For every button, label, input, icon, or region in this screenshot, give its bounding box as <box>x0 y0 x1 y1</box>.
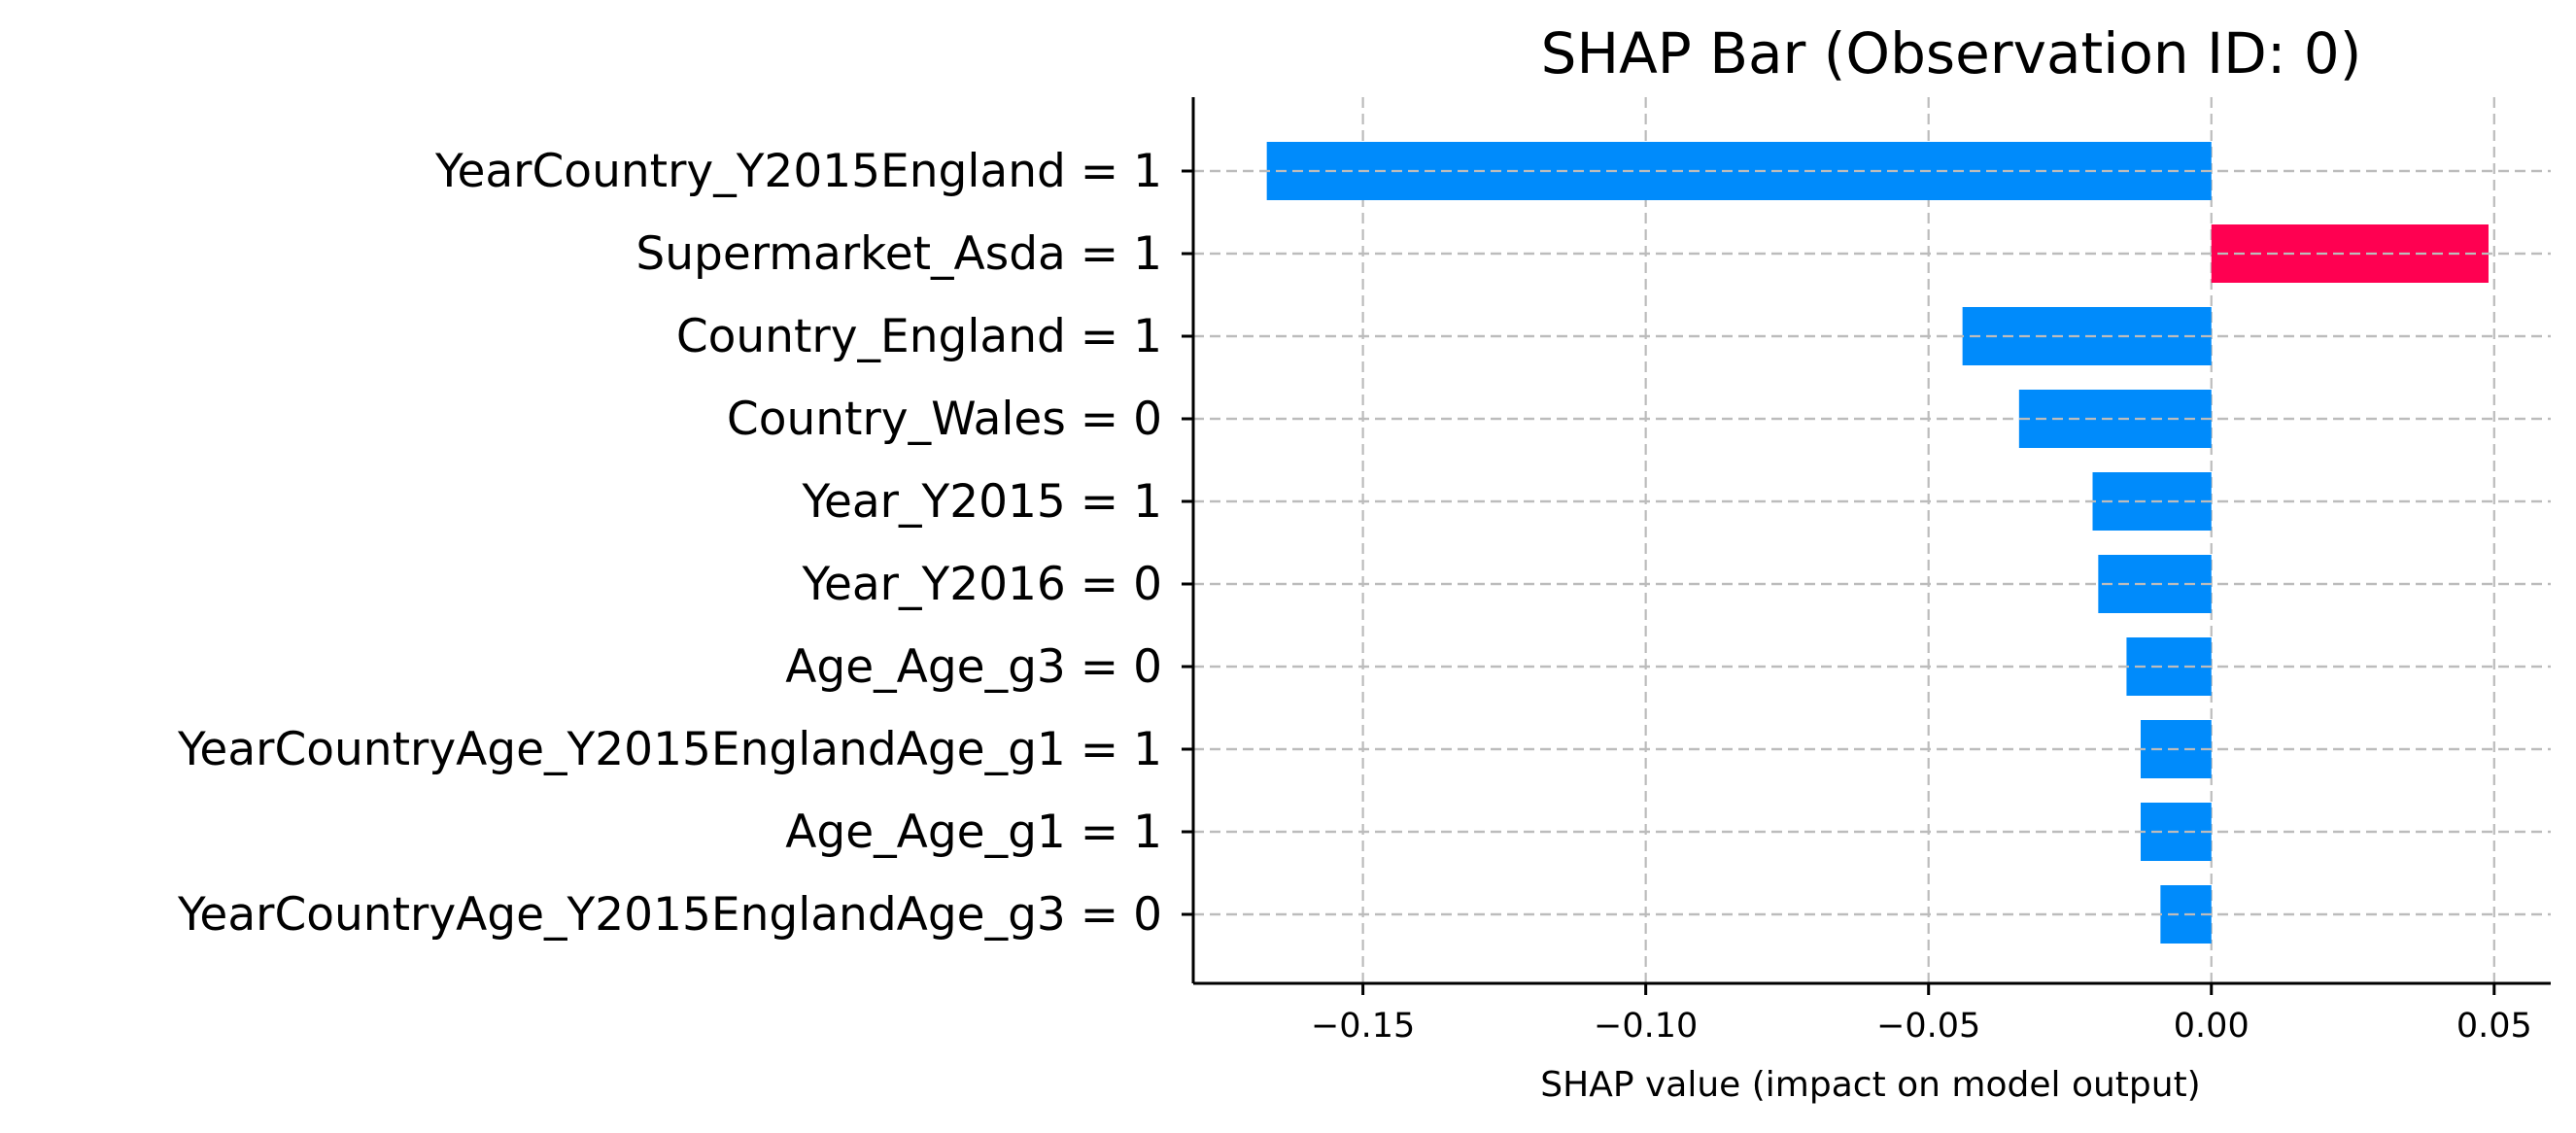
y-tick-label: Country_England = 1 <box>676 310 1162 363</box>
x-tick-label: −0.10 <box>1594 1007 1698 1046</box>
x-axis: −0.15 −0.10 −0.05 0.00 0.05 <box>1193 981 2551 1046</box>
y-tick-label: YearCountry_Y2015England = 1 <box>434 145 1162 198</box>
x-axis-label: SHAP value (impact on model output) <box>1540 1065 2200 1105</box>
x-tick-label: 0.00 <box>2174 1007 2250 1046</box>
y-tick-labels: YearCountry_Y2015England = 1 Supermarket_… <box>177 145 1193 942</box>
y-tick-label: YearCountryAge_Y2015EnglandAge_g1 = 1 <box>177 723 1162 776</box>
y-gridlines-overlay <box>1193 169 2551 916</box>
x-tick-label: −0.15 <box>1311 1007 1415 1046</box>
y-tick-label: Year_Y2016 = 0 <box>802 558 1163 611</box>
chart-title: SHAP Bar (Observation ID: 0) <box>1541 20 2362 86</box>
y-tick-label: Year_Y2015 = 1 <box>802 475 1163 529</box>
x-tick-label: 0.05 <box>2456 1007 2532 1046</box>
y-tick-label: Supermarket_Asda = 1 <box>635 227 1162 281</box>
y-tick-label: YearCountryAge_Y2015EnglandAge_g3 = 0 <box>177 888 1162 942</box>
bars <box>1266 142 2489 944</box>
x-tick-label: −0.05 <box>1876 1007 1980 1046</box>
y-tick-label: Country_Wales = 0 <box>727 393 1162 446</box>
y-tick-label: Age_Age_g3 = 0 <box>785 640 1162 694</box>
y-tick-label: Age_Age_g1 = 1 <box>785 806 1162 859</box>
bar-4 <box>2018 390 2212 448</box>
